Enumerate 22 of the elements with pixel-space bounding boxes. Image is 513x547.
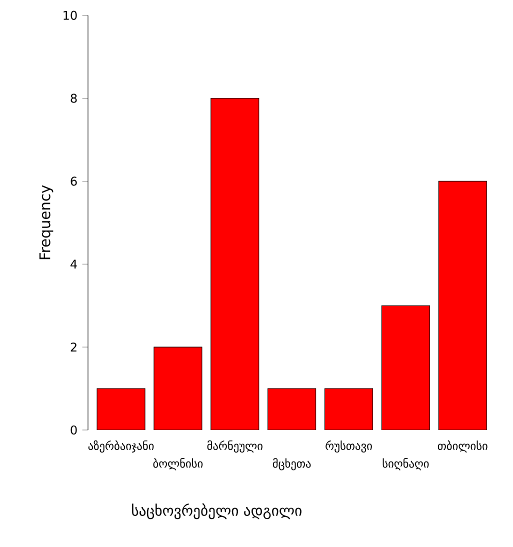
x-tick-label: ბოლნისი: [153, 458, 203, 470]
bar: [96, 388, 146, 430]
y-tick-label: 8: [70, 94, 77, 103]
x-tick-label: თბილისი: [438, 440, 488, 453]
bar: [268, 388, 316, 430]
bar: [381, 305, 430, 430]
y-tick-label: 4: [70, 260, 77, 269]
y-tick-label: 2: [70, 342, 76, 352]
x-tick-label: მარნეული: [207, 440, 262, 453]
y-tick-label: 10: [64, 10, 77, 20]
bar: [154, 346, 202, 430]
y-tick-label: 0: [70, 425, 77, 435]
y-axis-title: Frequency: [39, 185, 54, 260]
bar: [324, 388, 374, 430]
bar: [438, 180, 487, 430]
y-tick-label: 6: [70, 176, 77, 186]
x-tick-label: სიღნაღი: [382, 458, 429, 470]
bar: [210, 98, 260, 430]
x-tick-label: აზერბაიჯანი: [88, 440, 154, 453]
x-tick-label: მცხეთა: [272, 458, 311, 470]
x-axis-title: საცხოვრებელი ადგილი: [132, 503, 302, 520]
x-tick-label: რუსთავი: [326, 440, 372, 453]
